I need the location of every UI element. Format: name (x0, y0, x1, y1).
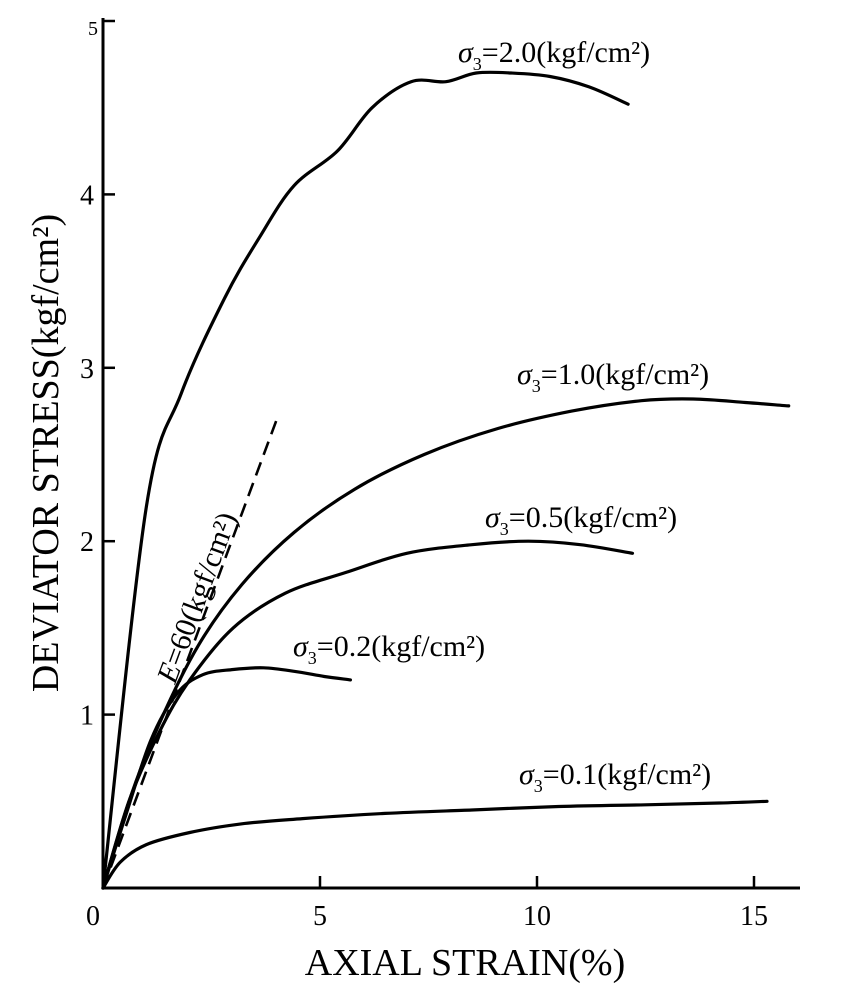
x-axis-title: AXIAL STRAIN(%) (305, 942, 625, 984)
x-tick-label-15: 15 (740, 901, 768, 932)
x-tick-label-5: 5 (313, 901, 327, 932)
axes (101, 18, 800, 890)
y-ticks (103, 19, 115, 716)
y-tick-label-2: 2 (80, 527, 94, 558)
series-label-0: σ3=2.0(kgf/cm²) (458, 36, 650, 74)
series-line-3 (101, 666, 352, 890)
origin-label: 0 (86, 901, 100, 932)
modulus-dashed-line (101, 419, 278, 889)
x-ticks (318, 876, 756, 888)
y-tick-labels: 1 2 3 4 5 (80, 18, 98, 732)
y-tick-label-1: 1 (80, 701, 94, 732)
series-line-2 (101, 539, 635, 890)
y-tick-label-3: 3 (80, 354, 94, 385)
y-tick-label-4: 4 (80, 180, 94, 211)
x-tick-labels: 5 10 15 (313, 901, 768, 932)
series-label-1: σ3=1.0(kgf/cm²) (517, 358, 709, 396)
y-axis-title: DEVIATOR STRESS(kgf/cm²) (25, 214, 67, 692)
series-labels: σ3=2.0(kgf/cm²) σ3=1.0(kgf/cm²) σ3=0.5(kgf… (293, 36, 711, 796)
series-line-4 (101, 799, 769, 890)
series-layer (101, 70, 791, 890)
series-line-0 (101, 70, 630, 890)
series-label-4: σ3=0.1(kgf/cm²) (519, 758, 711, 796)
series-label-3: σ3=0.2(kgf/cm²) (293, 630, 485, 668)
y-tick-label-5: 5 (88, 18, 98, 40)
x-tick-label-10: 10 (523, 901, 551, 932)
series-label-2: σ3=0.5(kgf/cm²) (485, 501, 677, 539)
